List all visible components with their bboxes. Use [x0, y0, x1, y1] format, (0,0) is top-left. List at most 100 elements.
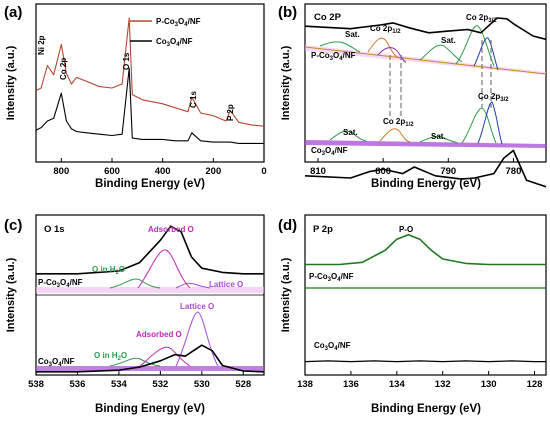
legend-p-co3o4: P-Co3O4/NF [156, 17, 201, 28]
panel-c-fits [36, 249, 264, 371]
c-lower-fit-lattice [175, 311, 219, 367]
panel-a-ticks: 800 600 400 200 0 [53, 158, 267, 177]
panel-d-series [304, 234, 546, 363]
panel-c-title: O 1s [44, 224, 65, 235]
tick-label: 128 [527, 379, 543, 390]
b-annotation-co2p12-lower: Co 2p1/2 [383, 117, 414, 128]
panel-b-title: Co 2P [314, 12, 342, 23]
annotation-co2p: Co 2p [59, 58, 68, 80]
b-annotation-co2p32: Co 2p3/2 [466, 13, 497, 24]
b-upper-fit-sat1 [319, 41, 361, 53]
panel-d-xlabel: Binding Energy (eV) [371, 403, 481, 415]
series-line [304, 149, 547, 188]
tick-label: 532 [152, 379, 168, 390]
b-lower-baseline-band [305, 140, 546, 148]
annotation-o1s: O 1s [122, 52, 131, 70]
panel-d-frame [304, 214, 547, 376]
b-annotation-co2p32-lower: Co 2p3/2 [478, 92, 509, 103]
annotation-ni2p: Ni 2p [37, 35, 46, 55]
tick-label: 130 [481, 379, 497, 390]
panel-c-label: (c) [4, 217, 22, 234]
panel-d-ylabel: Intensity (a.u.) [280, 257, 292, 332]
tick-label: 780 [506, 166, 522, 177]
panel-c-ticks: 538 536 534 532 530 528 [28, 371, 251, 390]
b-annotation-sat1: Sat. [345, 30, 360, 39]
tick-label: 536 [70, 379, 86, 390]
tick-label: 800 [375, 166, 391, 177]
c-upper-baseline-band [36, 287, 264, 293]
tick-label: 132 [435, 379, 451, 390]
tick-label: 0 [261, 166, 266, 177]
c-annotation-adsorbed-o: Adsorbed O [148, 225, 194, 234]
c-lower-baseline-band [36, 366, 264, 371]
b-upper-fit-co2p12-b [377, 47, 407, 63]
c-annotation-lattice-o: Lattice O [209, 280, 243, 289]
tick-label: 138 [297, 379, 313, 390]
panel-c: (c) O 1s 538 536 534 532 530 528 Adsorbed O O… [4, 214, 265, 415]
panel-c-ylabel: Intensity (a.u.) [5, 257, 17, 332]
series-line [35, 67, 264, 144]
panel-b-label: (b) [278, 4, 297, 21]
c-annotation-h2o-lower: O in H2O [94, 351, 127, 362]
c-lower-fit-h2o [109, 357, 161, 367]
b-annotation-co2p12: Co 2p1/2 [370, 24, 401, 35]
tick-label: 810 [310, 166, 326, 177]
panel-b-fits [304, 25, 547, 148]
panel-c-xlabel: Binding Energy (eV) [95, 403, 205, 415]
b-upper-fit-co2p12-a [367, 37, 401, 59]
tick-label: 800 [53, 166, 69, 177]
panel-a-label: (a) [4, 4, 22, 21]
panel-b-xlabel: Binding Energy (eV) [371, 178, 481, 190]
tick-label: 528 [235, 379, 251, 390]
series-line [304, 360, 546, 363]
b-annotation-sat2: Sat. [441, 36, 456, 45]
panel-a-ylabel: Intensity (a.u.) [5, 45, 17, 120]
c-upper-fit-h2o [109, 278, 161, 289]
c-label-p-co3o4: P-Co3O4/NF [38, 278, 83, 289]
c-annotation-h2o: O in H2O [92, 265, 125, 276]
b-upper-fit-co2p32-b [473, 37, 499, 71]
series-line [36, 344, 265, 373]
b-annotation-sat4: Sat. [431, 132, 446, 141]
panel-a: (a) 800 600 400 200 0 P-Co3O4/NF Co3O4/NF Ni… [4, 3, 267, 190]
b-label-co3o4: Co3O4/NF [311, 146, 348, 157]
tick-label: 600 [104, 166, 120, 177]
b-upper-fit-co2p32-a [455, 25, 495, 67]
tick-label: 136 [343, 379, 359, 390]
tick-label: 538 [28, 379, 44, 390]
tick-label: 134 [389, 379, 406, 390]
d-label-p-co3o4: P-Co3O4/NF [309, 272, 354, 283]
c-annotation-adsorbed-o-lower: Adsorbed O [136, 330, 182, 339]
series-line [304, 17, 547, 41]
tick-label: 200 [205, 166, 221, 177]
c-label-co3o4: Co3O4/NF [38, 357, 75, 368]
c-annotation-lattice-o-lower: Lattice O [180, 302, 214, 311]
b-lower-fit-co2p32-b [477, 101, 503, 145]
b-lower-fit-co2p32-a [461, 107, 497, 144]
panel-d-label: (d) [278, 217, 297, 234]
panel-b-series [304, 17, 547, 188]
panel-d-title: P 2p [313, 224, 333, 235]
panel-b: (b) Co 2P 810 800 790 780 [278, 3, 547, 190]
annotation-p2p: P 2p [226, 104, 235, 121]
b-label-p-co3o4: P-Co3O4/NF [311, 51, 356, 62]
series-line [305, 234, 546, 266]
panel-d-ticks: 138 136 134 132 130 128 [297, 371, 542, 390]
panel-a-series [35, 17, 265, 144]
panel-a-xlabel: Binding Energy (eV) [95, 178, 205, 190]
annotation-c1s: C 1s [189, 91, 198, 108]
panel-a-frame [35, 3, 265, 163]
b-upper-background [304, 46, 547, 75]
d-label-co3o4: Co3O4/NF [314, 341, 351, 352]
panel-a-legend: P-Co3O4/NF Co3O4/NF [130, 17, 201, 48]
c-lower-fit-adsorbed [139, 346, 191, 367]
b-annotation-sat3: Sat. [343, 128, 358, 137]
d-annotation-p-o: P-O [399, 225, 413, 234]
b-lower-fit-sat2 [419, 135, 459, 144]
panel-d: (d) P 2p 138 136 134 132 130 128 P-O P-Co3O4/… [278, 214, 547, 415]
tick-label: 534 [111, 379, 128, 390]
b-lower-fit-sat1 [329, 130, 367, 142]
b-lower-fit-co2p12 [379, 128, 411, 143]
panel-b-ticks: 810 800 790 780 [310, 158, 521, 177]
